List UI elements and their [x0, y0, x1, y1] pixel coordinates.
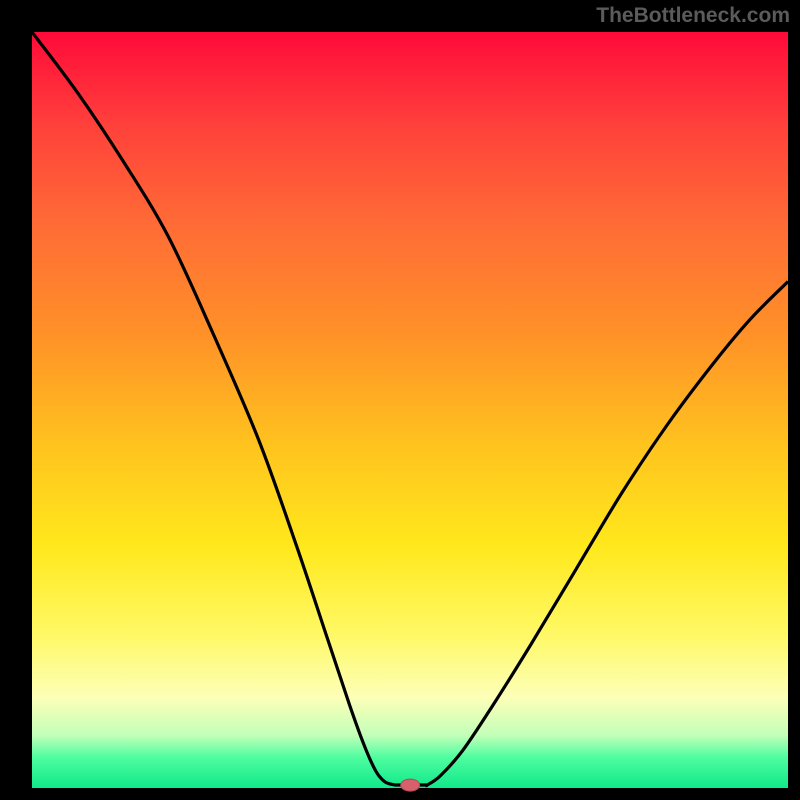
bottleneck-curve — [32, 32, 788, 788]
watermark-text: TheBottleneck.com — [596, 4, 790, 28]
curve-path — [32, 32, 788, 786]
valley-marker — [400, 779, 420, 792]
plot-area — [32, 32, 788, 788]
chart-frame: TheBottleneck.com — [0, 0, 800, 800]
